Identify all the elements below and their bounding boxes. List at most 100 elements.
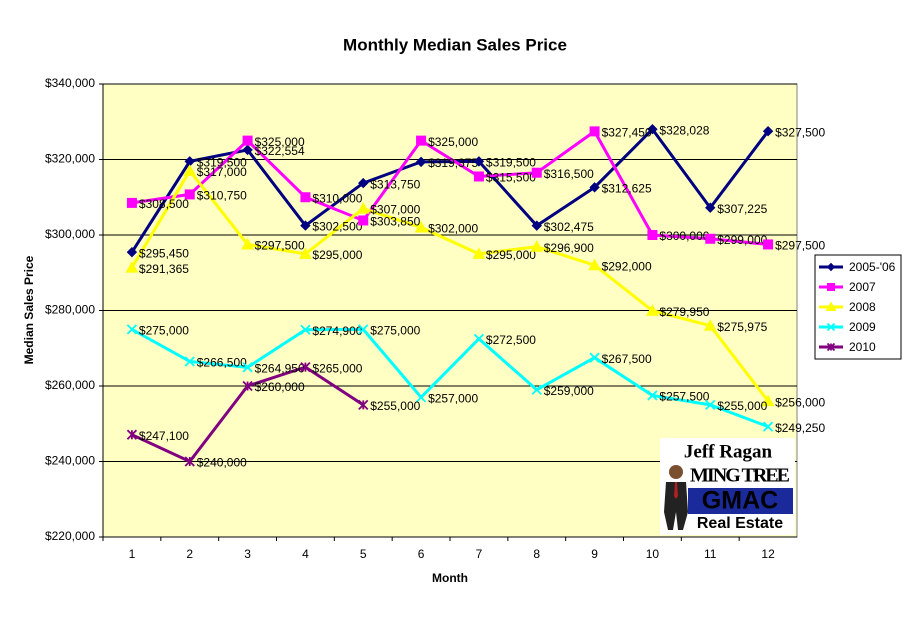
- x-tick-label: 1: [129, 547, 136, 561]
- marker: [761, 394, 775, 407]
- legend-label: 2009: [849, 320, 876, 334]
- data-label: $279,950: [659, 305, 709, 319]
- marker: [531, 220, 542, 231]
- marker: [242, 380, 253, 392]
- y-tick-label: $260,000: [45, 378, 95, 392]
- marker: [126, 429, 138, 440]
- marker: [705, 399, 716, 411]
- data-label: $319,375: [428, 156, 478, 170]
- data-label: $265,000: [312, 361, 362, 375]
- logo-person-head: [669, 465, 683, 479]
- data-label: $328,028: [659, 123, 709, 137]
- data-label: $274,900: [312, 324, 362, 338]
- y-tick-label: $280,000: [45, 303, 95, 317]
- marker: [762, 421, 774, 432]
- data-label: $296,900: [544, 241, 594, 255]
- data-label: $297,500: [775, 239, 825, 253]
- data-label: $255,000: [717, 399, 767, 413]
- data-label: $302,500: [312, 220, 362, 234]
- logo-text: GMAC: [702, 487, 778, 515]
- series-line: [131, 327, 769, 428]
- x-tick-label: 10: [646, 547, 660, 561]
- x-tick-label: 4: [302, 547, 309, 561]
- marker: [300, 361, 311, 373]
- data-label: $325,000: [255, 135, 305, 149]
- marker: [472, 247, 486, 259]
- data-label: $249,250: [775, 421, 825, 435]
- data-label: $315,500: [486, 171, 536, 185]
- marker: [125, 261, 139, 273]
- data-label: $325,000: [428, 135, 478, 149]
- data-label: $317,000: [197, 165, 247, 179]
- data-label: $303,850: [370, 215, 420, 229]
- y-tick-label: $220,000: [45, 529, 95, 543]
- marker: [531, 384, 542, 395]
- marker: [299, 247, 312, 259]
- legend-label: 2010: [849, 340, 876, 354]
- data-label: $257,000: [428, 391, 478, 405]
- marker: [358, 399, 369, 411]
- chart-title: Monthly Median Sales Price: [343, 35, 567, 54]
- marker: [126, 324, 138, 335]
- data-label: $316,500: [544, 167, 594, 181]
- y-tick-label: $320,000: [45, 152, 95, 166]
- marker: [356, 202, 370, 214]
- marker: [530, 240, 544, 252]
- marker: [763, 239, 774, 250]
- data-label: $310,000: [312, 191, 362, 205]
- marker: [589, 182, 600, 193]
- x-tick-label: 5: [360, 547, 367, 561]
- marker: [183, 164, 197, 176]
- data-label: $255,000: [370, 399, 420, 413]
- x-tick-label: 3: [244, 547, 251, 561]
- x-axis-title: Month: [432, 571, 468, 585]
- marker: [415, 156, 427, 168]
- marker: [241, 237, 254, 250]
- data-label: $295,450: [139, 246, 189, 260]
- marker: [473, 171, 484, 182]
- marker: [414, 220, 428, 233]
- legend: 2005-'06 2007 2008 2009 2010: [814, 254, 902, 360]
- marker: [646, 304, 659, 316]
- x-tick-label: 2: [186, 547, 193, 561]
- marker: [826, 322, 836, 332]
- marker: [358, 215, 369, 226]
- marker: [826, 262, 836, 272]
- x-tick-label: 6: [418, 547, 425, 561]
- data-label: $302,000: [428, 222, 478, 236]
- data-label: $291,365: [139, 262, 189, 276]
- marker: [358, 324, 369, 335]
- logo-text: MING TREE: [690, 465, 790, 487]
- logo-text: Real Estate: [697, 515, 783, 532]
- data-label: $319,500: [197, 156, 247, 170]
- data-label: $297,500: [255, 239, 305, 253]
- data-label: $308,500: [139, 197, 189, 211]
- legend-label: 2007: [849, 280, 876, 294]
- y-axis-title: Median Sales Price: [22, 255, 36, 364]
- data-label: $327,500: [775, 125, 825, 139]
- marker: [184, 456, 195, 467]
- data-label: $307,225: [717, 202, 767, 216]
- data-label: $307,000: [370, 203, 420, 217]
- marker: [705, 233, 716, 244]
- marker: [184, 189, 195, 200]
- logo-person-tie: [674, 482, 678, 499]
- data-label: $299,000: [717, 233, 767, 247]
- legend-label: 2008: [849, 300, 876, 314]
- marker: [300, 324, 311, 335]
- marker: [647, 123, 658, 135]
- data-label: $259,000: [544, 384, 594, 398]
- marker: [589, 352, 600, 363]
- legend-label: 2005-'06: [849, 260, 896, 274]
- marker: [647, 390, 658, 401]
- x-tick-label: 7: [476, 547, 483, 561]
- logo-band: [688, 488, 793, 514]
- data-label: $292,000: [602, 259, 652, 273]
- marker: [473, 156, 485, 167]
- series-line: [130, 168, 770, 403]
- data-label: $275,000: [370, 324, 420, 338]
- data-label: $295,000: [486, 248, 536, 262]
- marker: [826, 342, 836, 352]
